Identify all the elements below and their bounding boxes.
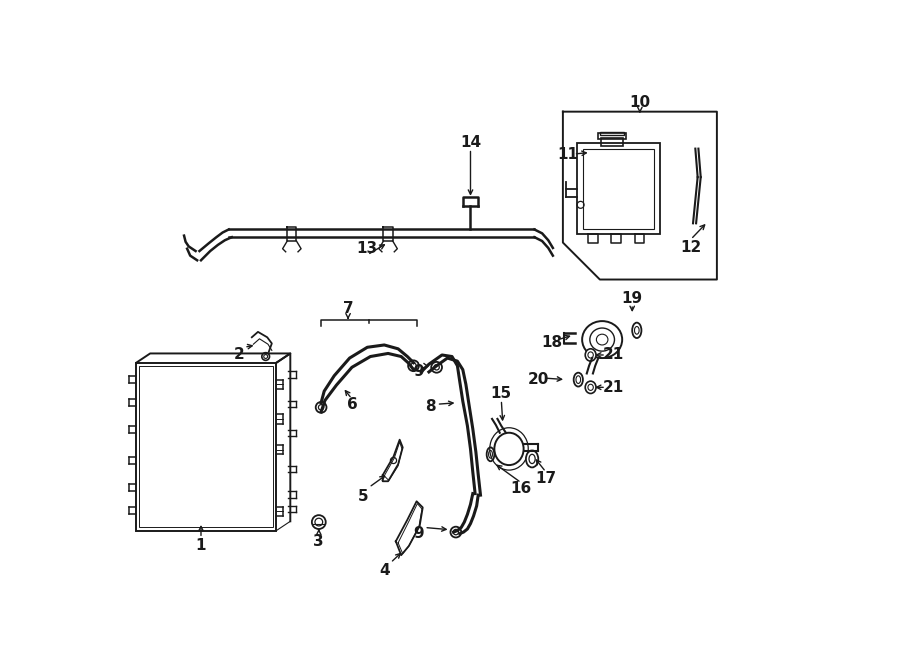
Text: 9: 9 xyxy=(414,364,424,379)
Text: 20: 20 xyxy=(527,372,549,387)
Text: 15: 15 xyxy=(491,386,512,401)
Circle shape xyxy=(316,402,327,412)
Text: 21: 21 xyxy=(603,380,625,395)
Text: 4: 4 xyxy=(379,563,390,578)
Bar xyxy=(136,363,276,531)
Text: 6: 6 xyxy=(346,397,357,412)
Text: 7: 7 xyxy=(343,301,354,316)
Text: 14: 14 xyxy=(460,135,482,150)
Circle shape xyxy=(451,527,461,537)
Text: 8: 8 xyxy=(425,399,436,414)
Text: 11: 11 xyxy=(557,147,578,163)
Bar xyxy=(583,149,653,229)
Text: 17: 17 xyxy=(536,471,556,486)
Text: 1: 1 xyxy=(195,539,206,553)
Bar xyxy=(599,132,625,135)
Bar xyxy=(577,143,660,234)
Ellipse shape xyxy=(585,381,596,393)
Ellipse shape xyxy=(582,321,622,358)
Ellipse shape xyxy=(573,373,583,387)
Text: 5: 5 xyxy=(357,489,368,504)
Text: 19: 19 xyxy=(622,290,643,305)
Text: 9: 9 xyxy=(414,526,424,541)
Circle shape xyxy=(408,360,418,371)
Text: 3: 3 xyxy=(313,534,324,549)
Text: 10: 10 xyxy=(629,95,651,110)
Bar xyxy=(140,366,274,527)
Ellipse shape xyxy=(632,323,642,338)
Text: 16: 16 xyxy=(510,481,532,496)
Circle shape xyxy=(431,362,442,373)
Ellipse shape xyxy=(585,349,596,361)
Text: 12: 12 xyxy=(680,240,701,254)
Text: 13: 13 xyxy=(356,241,378,256)
Bar xyxy=(601,138,623,145)
Ellipse shape xyxy=(526,450,538,467)
Text: 2: 2 xyxy=(234,348,245,362)
Bar xyxy=(598,134,626,139)
Text: 21: 21 xyxy=(603,348,625,362)
Text: 18: 18 xyxy=(542,335,562,350)
